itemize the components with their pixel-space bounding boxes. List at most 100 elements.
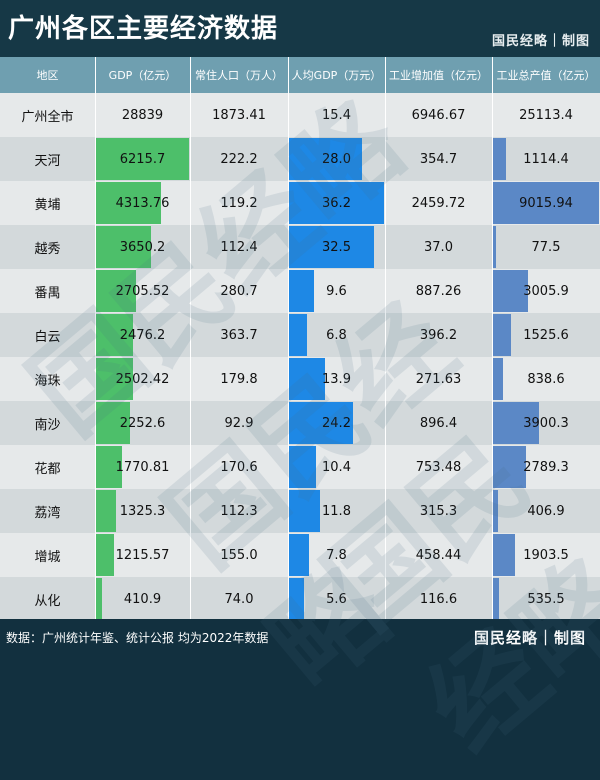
- source-note: 数据：广州统计年鉴、统计公报 均为2022年数据: [6, 631, 269, 645]
- column-header: 常住人口（万人）: [195, 69, 283, 82]
- data-label: 4313.76: [115, 195, 170, 211]
- bar-mark: [289, 226, 374, 268]
- column-header: GDP（亿元）: [108, 69, 177, 82]
- data-label: 25113.4: [519, 107, 573, 123]
- table-row: 从化 410.9 74.0 5.6 116.6 535.5: [0, 577, 600, 621]
- bar-mark: [289, 534, 309, 576]
- data-label: 363.7: [220, 327, 258, 343]
- bar-mark: [493, 402, 539, 444]
- column-divider: [190, 57, 191, 619]
- bar-mark: [493, 182, 599, 224]
- data-label: 37.0: [424, 239, 453, 255]
- data-label: 112.3: [220, 503, 258, 519]
- data-label: 28.0: [322, 151, 351, 167]
- table-row: 南沙 2252.6 92.9 24.2 896.4 3900.3: [0, 401, 600, 445]
- data-label: 32.5: [322, 239, 351, 255]
- row-label: 增城: [34, 549, 61, 565]
- bar-mark: [96, 534, 114, 576]
- table-row: 荔湾 1325.3 112.3 11.8 315.3 406.9: [0, 489, 600, 533]
- bar-mark: [493, 138, 506, 180]
- data-label: 887.26: [415, 283, 462, 299]
- bar-mark: [493, 270, 528, 312]
- data-label: 458.44: [415, 547, 462, 563]
- row-label: 花都: [34, 461, 61, 477]
- bar-mark: [493, 490, 498, 532]
- bar-mark: [96, 182, 161, 224]
- bar-mark: [493, 358, 503, 400]
- data-label: 74.0: [224, 591, 254, 607]
- data-label: 10.4: [322, 459, 351, 475]
- table-row: 越秀 3650.2 112.4 32.5 37.0 77.5: [0, 225, 600, 269]
- data-label: 15.4: [322, 107, 351, 123]
- row-label: 荔湾: [34, 505, 61, 521]
- bar-mark: [96, 270, 136, 312]
- row-label: 番禺: [34, 285, 61, 301]
- data-label: 1215.57: [115, 547, 170, 563]
- data-label: 3900.3: [523, 415, 569, 431]
- data-label: 1873.41: [212, 107, 266, 123]
- data-label: 92.9: [224, 415, 254, 431]
- bar-mark: [289, 490, 320, 532]
- data-label: 896.4: [419, 415, 458, 431]
- data-label: 155.0: [220, 547, 258, 563]
- bar-mark: [96, 490, 116, 532]
- data-label: 9015.94: [519, 195, 573, 211]
- data-label: 2252.6: [119, 415, 166, 431]
- column-header: 工业总产值（亿元）: [496, 69, 596, 82]
- data-label: 28839: [121, 107, 164, 123]
- data-label: 3650.2: [119, 239, 166, 255]
- row-label: 天河: [34, 153, 61, 169]
- bar-mark: [289, 270, 314, 312]
- bar-mark: [289, 314, 307, 356]
- row-label: 黄埔: [34, 197, 61, 213]
- bar-mark: [96, 446, 122, 488]
- bar-mark: [96, 358, 133, 400]
- data-label: 24.2: [322, 415, 351, 431]
- brand-label-top: 国民经略｜制图: [491, 34, 590, 49]
- bar-mark: [289, 578, 304, 620]
- table-row: 白云 2476.2 363.7 6.8 396.2 1525.6: [0, 313, 600, 357]
- footer-bar: 数据：广州统计年鉴、统计公报 均为2022年数据 国民经略｜制图: [0, 619, 600, 655]
- header-bar: 广州各区主要经济数据 国民经略｜制图: [0, 0, 600, 57]
- bar-mark: [493, 314, 511, 356]
- data-label: 1903.5: [523, 547, 569, 563]
- table-header-row: 地区 GDP（亿元） 常住人口（万人） 人均GDP（万元） 工业增加值（亿元） 工业总产值…: [0, 57, 600, 93]
- bar-mark: [493, 226, 496, 268]
- data-label: 9.6: [326, 283, 347, 299]
- table-row: 天河 6215.7 222.2 28.0 354.7 1114.4: [0, 137, 600, 181]
- data-label: 396.2: [419, 327, 458, 343]
- table-row: 番禺 2705.52 280.7 9.6 887.26 3005.9: [0, 269, 600, 313]
- data-table: 地区 GDP（亿元） 常住人口（万人） 人均GDP（万元） 工业增加值（亿元） 工业总产值…: [0, 57, 600, 621]
- bar-mark: [289, 402, 353, 444]
- bar-mark: [96, 578, 102, 620]
- data-label: 13.9: [322, 371, 351, 387]
- table-row: 海珠 2502.42 179.8 13.9 271.63 838.6: [0, 357, 600, 401]
- bar-mark: [289, 182, 384, 224]
- data-label: 838.6: [527, 371, 565, 387]
- data-label: 410.9: [123, 591, 162, 607]
- bar-mark: [96, 226, 151, 268]
- table-row: 广州全市 28839 1873.41 15.4 6946.67 25113.4: [0, 93, 600, 137]
- data-label: 1114.4: [523, 151, 569, 167]
- data-label: 535.5: [527, 591, 565, 607]
- table-row: 增城 1215.57 155.0 7.8 458.44 1903.5: [0, 533, 600, 577]
- data-label: 2459.72: [411, 195, 466, 211]
- column-header: 工业增加值（亿元）: [389, 69, 488, 82]
- data-label: 119.2: [220, 195, 258, 211]
- data-label: 406.9: [527, 503, 565, 519]
- bar-mark: [96, 314, 133, 356]
- data-label: 1525.6: [523, 327, 569, 343]
- bar-mark: [493, 446, 526, 488]
- table-row: 花都 1770.81 170.6 10.4 753.48 2789.3: [0, 445, 600, 489]
- data-label: 2502.42: [115, 371, 170, 387]
- data-label: 3005.9: [523, 283, 569, 299]
- bar-mark: [493, 534, 515, 576]
- bar-mark: [289, 358, 325, 400]
- column-divider: [95, 57, 96, 619]
- bar-mark: [96, 138, 189, 180]
- data-label: 112.4: [220, 239, 258, 255]
- data-label: 1325.3: [119, 503, 166, 519]
- row-label: 从化: [34, 593, 61, 609]
- data-label: 5.6: [326, 591, 347, 607]
- data-label: 315.3: [419, 503, 458, 519]
